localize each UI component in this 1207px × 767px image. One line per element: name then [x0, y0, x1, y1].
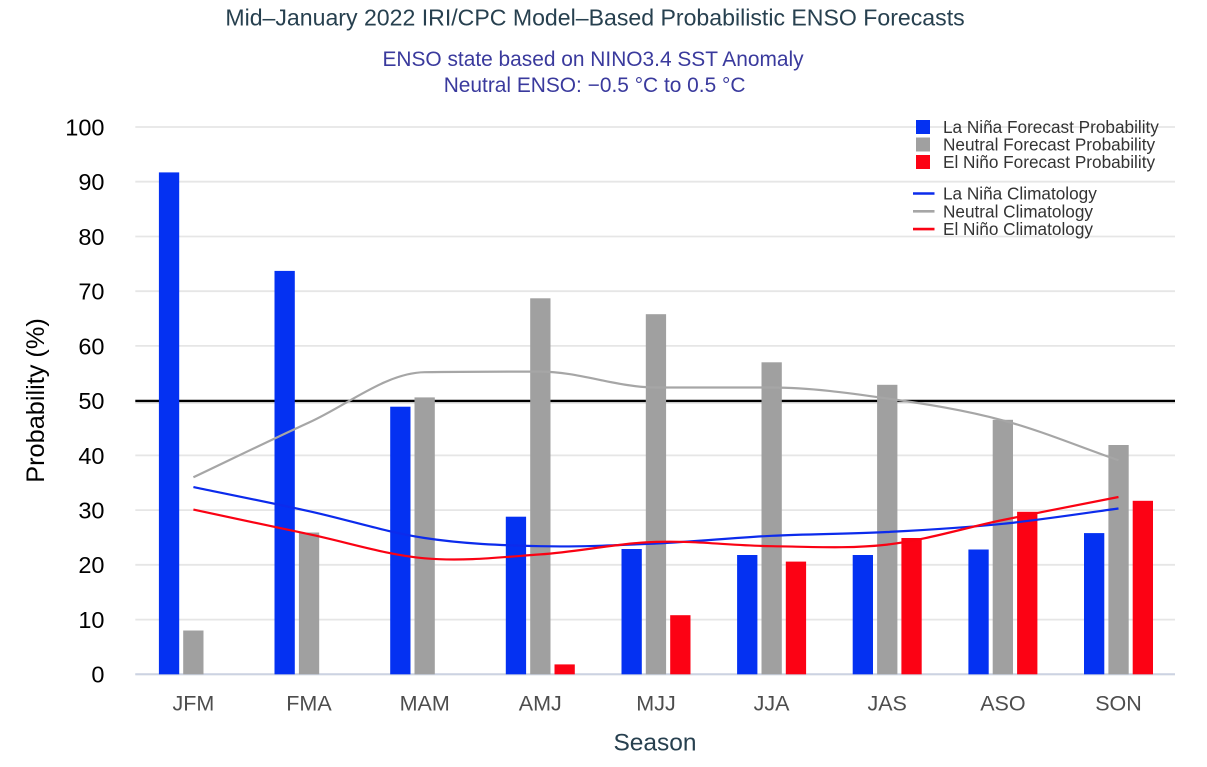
- svg-text:0: 0: [91, 662, 104, 688]
- svg-text:MAM: MAM: [400, 692, 450, 716]
- svg-text:Mid–January 2022 IRI/CPC Model: Mid–January 2022 IRI/CPC Model–Based Pro…: [225, 5, 964, 31]
- svg-text:80: 80: [78, 224, 104, 250]
- svg-text:20: 20: [78, 552, 104, 578]
- svg-text:SON: SON: [1095, 692, 1142, 716]
- svg-text:70: 70: [78, 279, 104, 305]
- svg-text:FMA: FMA: [286, 692, 332, 716]
- svg-text:10: 10: [78, 607, 104, 633]
- svg-text:El Niño Forecast Probability: El Niño Forecast Probability: [943, 152, 1155, 172]
- svg-text:Probability (%): Probability (%): [22, 318, 50, 482]
- svg-text:JJA: JJA: [754, 692, 791, 716]
- svg-text:JAS: JAS: [867, 692, 906, 716]
- svg-text:Neutral Forecast Probability: Neutral Forecast Probability: [943, 135, 1155, 155]
- svg-text:El Niño Climatology: El Niño Climatology: [943, 219, 1093, 239]
- svg-text:100: 100: [65, 114, 104, 140]
- svg-text:ASO: ASO: [980, 692, 1025, 716]
- svg-text:Season: Season: [613, 730, 696, 757]
- svg-text:Neutral ENSO: −0.5 °C to 0.5 °: Neutral ENSO: −0.5 °C to 0.5 °C: [444, 74, 746, 97]
- svg-text:AMJ: AMJ: [519, 692, 562, 716]
- svg-text:JFM: JFM: [173, 692, 215, 716]
- svg-text:MJJ: MJJ: [636, 692, 675, 716]
- svg-text:ENSO state based on NINO3.4 SS: ENSO state based on NINO3.4 SST Anomaly: [382, 48, 804, 71]
- svg-text:40: 40: [78, 443, 104, 469]
- svg-text:90: 90: [78, 169, 104, 195]
- svg-text:60: 60: [78, 333, 104, 359]
- svg-text:La Niña Climatology: La Niña Climatology: [943, 184, 1097, 204]
- svg-text:30: 30: [78, 498, 104, 524]
- svg-text:Neutral Climatology: Neutral Climatology: [943, 201, 1093, 221]
- svg-text:La Niña Forecast Probability: La Niña Forecast Probability: [943, 117, 1159, 137]
- svg-text:50: 50: [78, 388, 104, 414]
